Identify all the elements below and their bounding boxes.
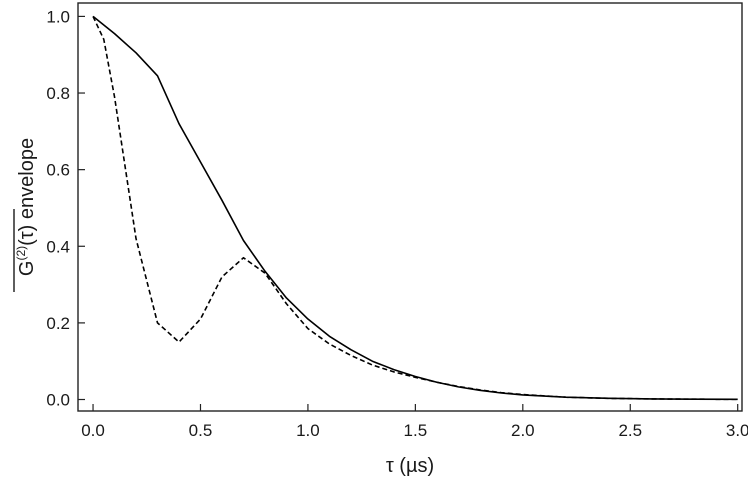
y-tick-label: 0.4 [46, 237, 70, 256]
x-tick-label: 0.5 [189, 421, 213, 440]
y-axis-label-suffix: envelope [16, 138, 38, 225]
y-tick-label: 0.6 [46, 161, 70, 180]
y-tick-label: 0.0 [46, 391, 70, 410]
y-axis-label-base: G [16, 261, 38, 277]
x-tick-label: 2.5 [618, 421, 642, 440]
x-tick-label: 1.5 [404, 421, 428, 440]
y-axis-label-argument: (τ) [16, 225, 38, 246]
x-tick-label: 3.0 [726, 421, 748, 440]
y-axis-label-superscript: (2) [14, 246, 28, 261]
series-group [92, 15, 738, 401]
x-axis-label: τ (µs) [386, 455, 434, 477]
y-axis-label: G(2)(τ) envelope [13, 138, 38, 292]
y-tick-label: 1.0 [46, 7, 70, 26]
y-tick-label: 0.2 [46, 314, 70, 333]
y-tick-label: 0.8 [46, 84, 70, 103]
dashed-series-line [92, 16, 738, 401]
plot-frame [77, 2, 743, 412]
x-tick-label: 0.0 [81, 421, 105, 440]
x-tick-label: 2.0 [511, 421, 535, 440]
svg-text:G(2)(τ) envelope: G(2)(τ) envelope [14, 138, 38, 276]
tick-group: 0.0 0.5 1.0 1.5 2.0 2.5 3.0 0.0 0.2 0.4 0.6 0.8 1.0 [46, 7, 748, 440]
x-tick-label: 1.0 [296, 421, 320, 440]
solid-series-line [92, 15, 738, 401]
